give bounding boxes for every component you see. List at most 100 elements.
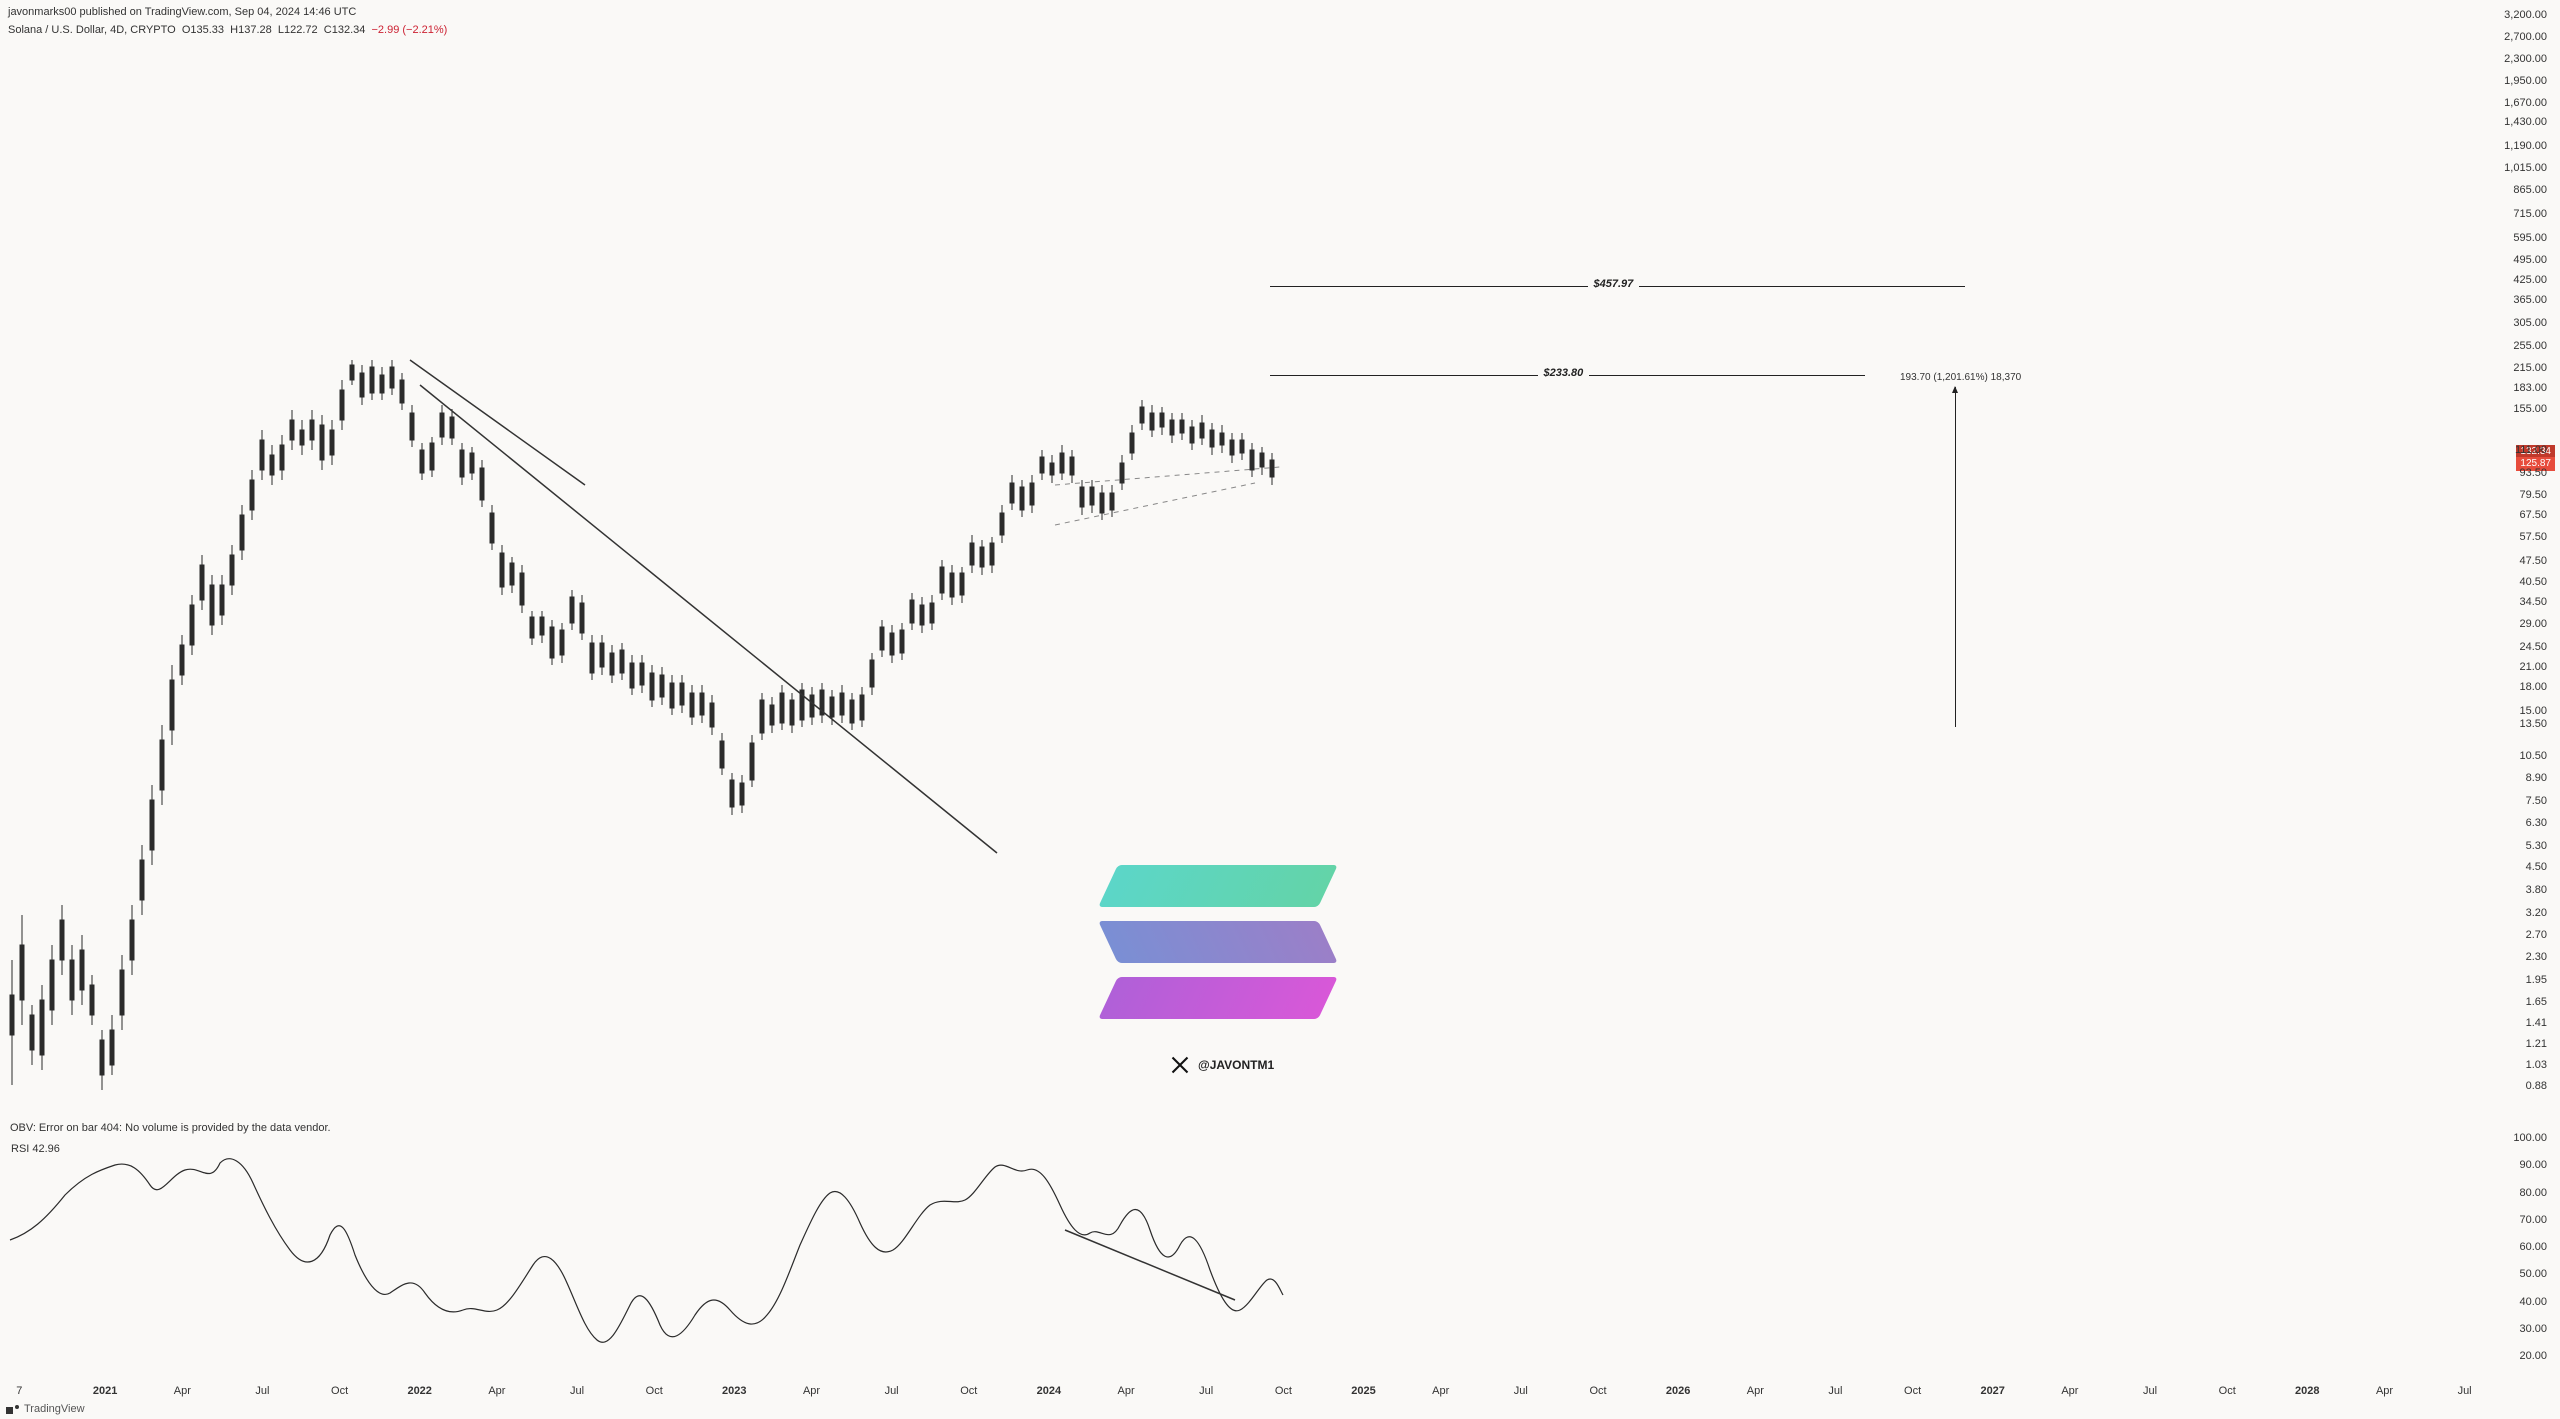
y-tick: 6.30 [2526,817,2547,829]
y-tick: 2.70 [2526,929,2547,941]
y-tick: 365.00 [2513,294,2547,306]
x-tick: 7 [16,1385,22,1397]
y-tick: 13.50 [2519,718,2547,730]
y-tick: 3.20 [2526,907,2547,919]
y-tick: 0.88 [2526,1080,2547,1092]
y-tick: 67.50 [2519,509,2547,521]
y-tick: 1.65 [2526,996,2547,1008]
solana-stripe-2 [1098,921,1338,963]
y-tick: 3.80 [2526,884,2547,896]
x-tick: Oct [2219,1385,2236,1397]
rsi-y-tick: 20.00 [2519,1350,2547,1362]
y-tick: 2,300.00 [2504,53,2547,65]
rsi-y-tick: 90.00 [2519,1159,2547,1171]
y-tick: 47.50 [2519,555,2547,567]
y-tick: 1.95 [2526,974,2547,986]
x-tick: 2021 [93,1385,117,1397]
x-tick: Apr [488,1385,505,1397]
x-tick: Oct [331,1385,348,1397]
rsi-y-axis: 100.0090.0080.0070.0060.0050.0040.0030.0… [2495,1138,2555,1366]
y-tick: 4.50 [2526,861,2547,873]
x-tick: Apr [1432,1385,1449,1397]
y-tick: 79.50 [2519,489,2547,501]
y-tick: 29.00 [2519,618,2547,630]
x-tick: Apr [1118,1385,1135,1397]
x-icon [1170,1055,1190,1075]
x-tick: Jul [570,1385,584,1397]
solana-stripe-3 [1098,977,1338,1019]
y-tick: 155.00 [2513,403,2547,415]
footer-text: TradingView [24,1403,85,1415]
x-tick: Oct [1589,1385,1606,1397]
tradingview-icon [6,1404,20,1414]
x-tick: Oct [1275,1385,1292,1397]
x-tick: Jul [1514,1385,1528,1397]
y-tick: 715.00 [2513,208,2547,220]
y-tick: 183.00 [2513,382,2547,394]
y-tick: 1.21 [2526,1038,2547,1050]
measure-arrow [1955,387,1956,727]
y-tick: 215.00 [2513,362,2547,374]
x-tick: Apr [803,1385,820,1397]
rsi-y-tick: 80.00 [2519,1187,2547,1199]
y-tick: 21.00 [2519,661,2547,673]
rsi-y-tick: 30.00 [2519,1323,2547,1335]
x-tick: Jul [1199,1385,1213,1397]
target-label-2: $233.80 [1538,367,1590,379]
measure-label: 193.70 (1,201.61%) 18,370 [1900,372,2021,383]
rsi-y-tick: 100.00 [2513,1132,2547,1144]
x-tick: 2027 [1980,1385,2004,1397]
rsi-label: RSI 42.96 [11,1143,60,1155]
rsi-line [5,1135,2495,1369]
rsi-y-tick: 60.00 [2519,1241,2547,1253]
y-tick: 2,700.00 [2504,31,2547,43]
y-tick: 18.00 [2519,681,2547,693]
y-tick: 495.00 [2513,254,2547,266]
y-tick: 1,015.00 [2504,162,2547,174]
x-tick: Jul [1828,1385,1842,1397]
y-tick: 1,670.00 [2504,97,2547,109]
y-tick: 1.41 [2526,1017,2547,1029]
y-tick: 425.00 [2513,274,2547,286]
y-tick: 7.50 [2526,795,2547,807]
y-tick: 3,200.00 [2504,9,2547,21]
x-tick: 2023 [722,1385,746,1397]
y-tick: 24.50 [2519,641,2547,653]
x-tick: Oct [1904,1385,1921,1397]
x-tick: 2024 [1037,1385,1061,1397]
x-tick: Jul [885,1385,899,1397]
x-tick: Apr [2376,1385,2393,1397]
y-tick: 93.50 [2519,467,2547,479]
y-tick: 1,950.00 [2504,75,2547,87]
x-tick: Apr [2061,1385,2078,1397]
y-tick: 1,190.00 [2504,140,2547,152]
solana-stripe-1 [1098,865,1338,907]
x-tick: 2028 [2295,1385,2319,1397]
x-tick: 2026 [1666,1385,1690,1397]
rsi-y-tick: 70.00 [2519,1214,2547,1226]
price-y-axis: 132.34 125.87 3,200.002,700.002,300.001,… [2495,15,2555,1115]
y-tick: 5.30 [2526,840,2547,852]
y-tick: 595.00 [2513,232,2547,244]
y-tick: 10.50 [2519,750,2547,762]
y-tick: 8.90 [2526,772,2547,784]
time-x-axis: 7 2021 Apr Jul Oct 2022 Apr Jul Oct 2023 Apr Jul Oct… [5,1385,2495,1401]
author-handle: @JAVONTM1 [1170,1055,1274,1075]
x-tick: Oct [960,1385,977,1397]
y-tick: 111.00 [2515,444,2547,456]
x-tick: Jul [2458,1385,2472,1397]
handle-text: @JAVONTM1 [1198,1058,1274,1072]
x-tick: 2022 [407,1385,431,1397]
obv-error: OBV: Error on bar 404: No volume is prov… [10,1122,331,1134]
x-tick: 2025 [1351,1385,1375,1397]
rsi-y-tick: 40.00 [2519,1296,2547,1308]
y-tick: 57.50 [2519,531,2547,543]
y-tick: 40.50 [2519,576,2547,588]
rsi-panel[interactable]: RSI 42.96 [5,1135,2495,1369]
x-tick: Oct [646,1385,663,1397]
solana-logo [1108,865,1328,1019]
x-tick: Apr [1747,1385,1764,1397]
y-tick: 1.03 [2526,1059,2547,1071]
y-tick: 2.30 [2526,951,2547,963]
target-label-1: $457.97 [1588,278,1640,290]
